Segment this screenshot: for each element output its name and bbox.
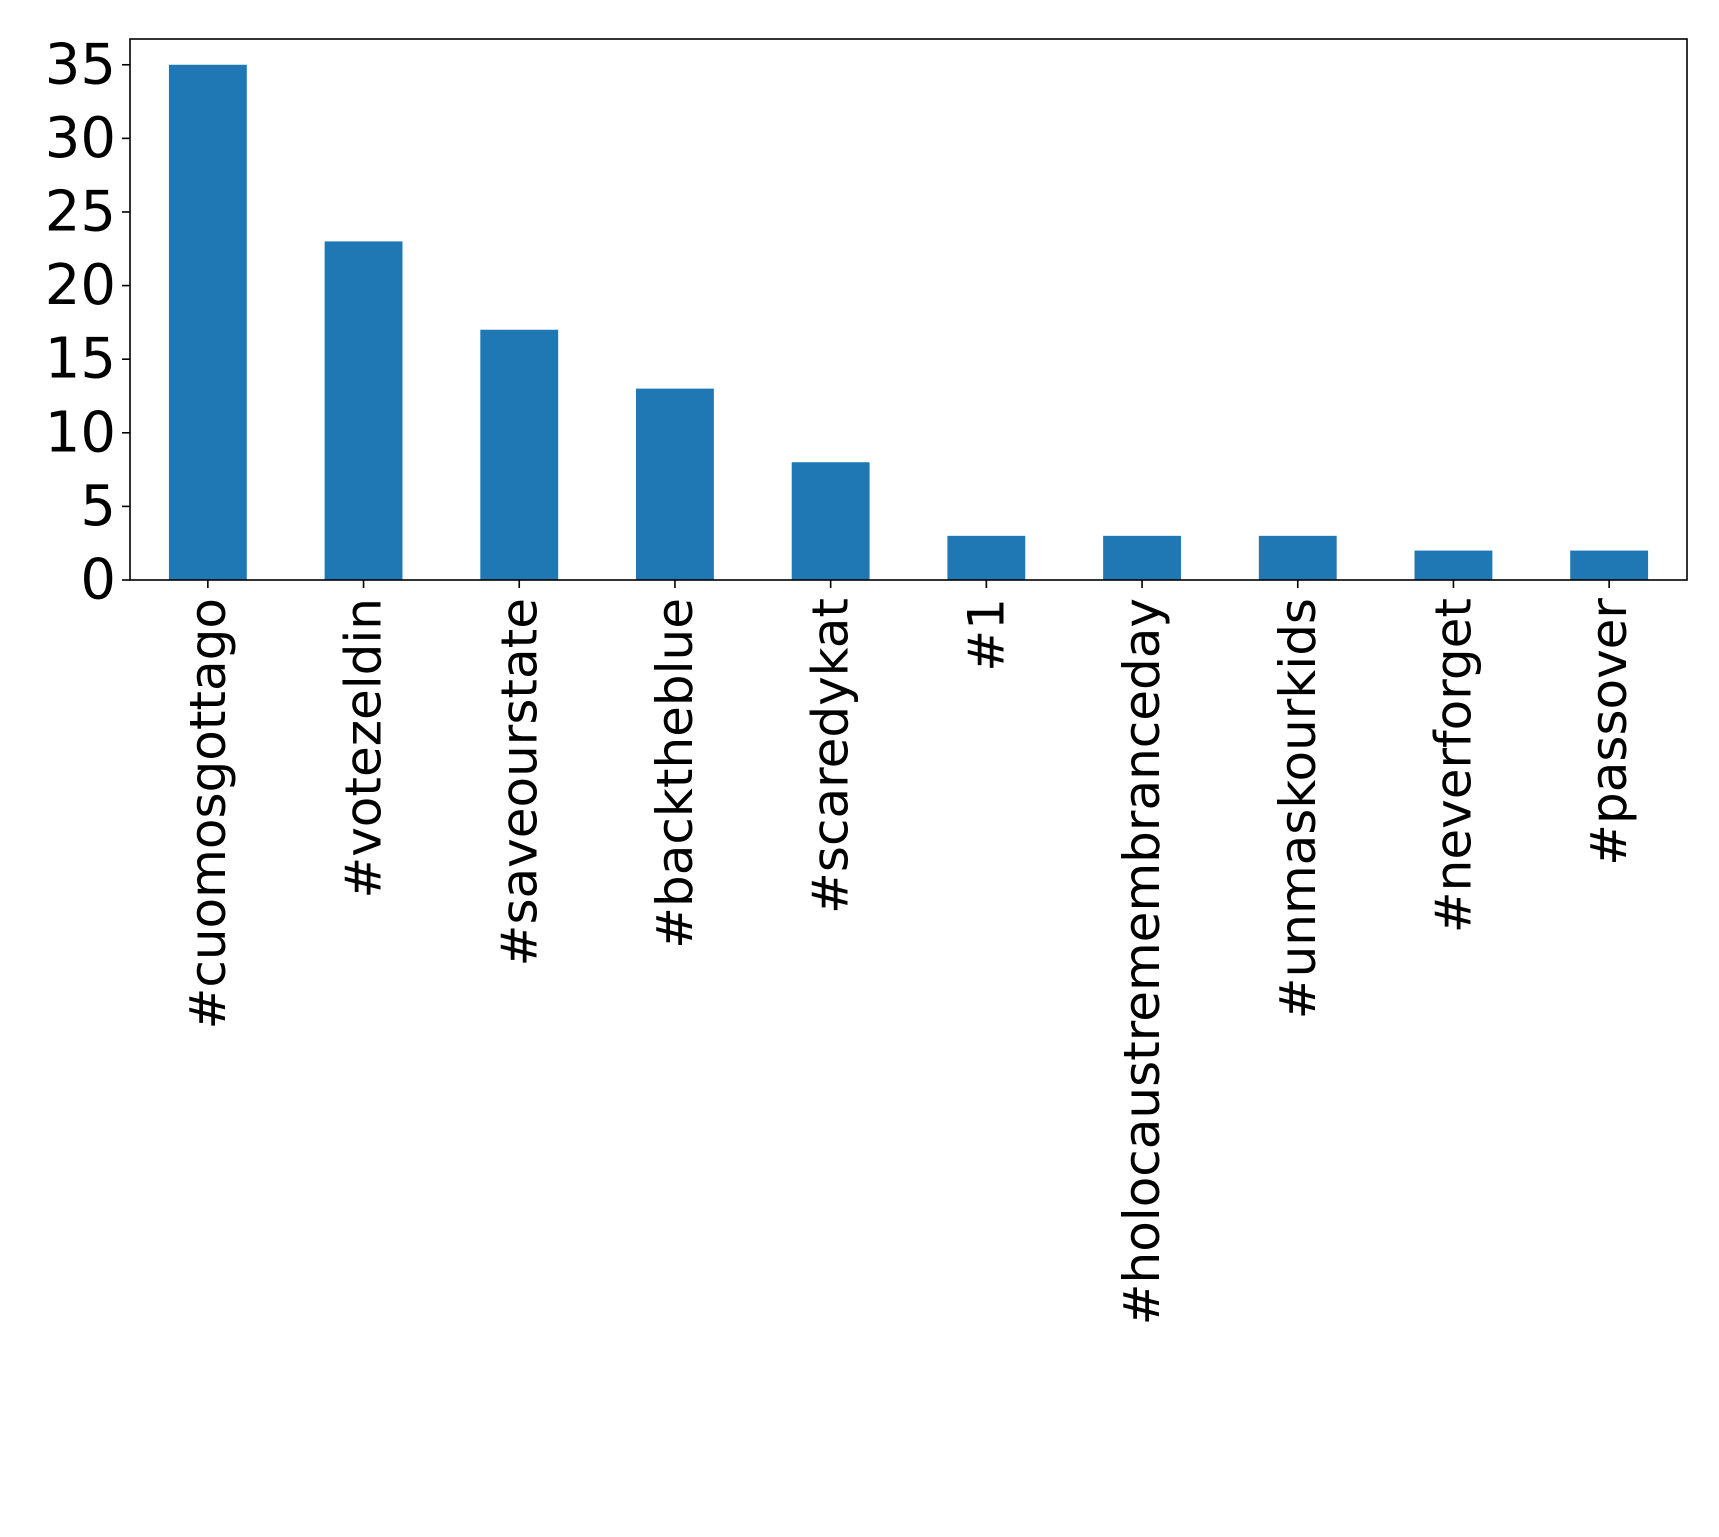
x-tick-label: #neverforget bbox=[1424, 598, 1482, 933]
bar bbox=[1414, 550, 1493, 580]
y-tick-label: 35 bbox=[45, 32, 116, 97]
bar bbox=[324, 241, 403, 580]
bar bbox=[1258, 535, 1337, 580]
x-tick-label: #backtheblue bbox=[646, 598, 704, 949]
x-tick-label: #unmaskourkids bbox=[1269, 598, 1327, 1019]
x-tick-label: #saveourstate bbox=[490, 598, 548, 966]
x-tick-label: #passover bbox=[1580, 598, 1638, 866]
bar bbox=[791, 462, 870, 580]
bar bbox=[480, 329, 559, 580]
x-axis: #cuomosgottago #votezeldin #saveourstate #b… bbox=[179, 580, 1638, 1325]
bar-series bbox=[168, 64, 1649, 580]
y-tick-label: 0 bbox=[80, 548, 116, 613]
y-tick-label: 5 bbox=[80, 474, 116, 539]
x-tick-label: #scaredykat bbox=[802, 598, 860, 914]
y-axis: 0 5 10 15 20 25 30 35 bbox=[45, 32, 130, 613]
x-tick-label: #holocaustremembranceday bbox=[1113, 598, 1171, 1325]
y-tick-label: 20 bbox=[45, 253, 116, 318]
bar bbox=[1103, 535, 1181, 580]
y-tick-label: 25 bbox=[45, 179, 116, 244]
bar bbox=[1570, 550, 1649, 580]
bar bbox=[168, 64, 247, 580]
bar bbox=[947, 535, 1026, 580]
y-tick-label: 15 bbox=[45, 327, 116, 392]
x-tick-label: #1 bbox=[957, 598, 1015, 672]
plot-frame bbox=[129, 38, 1688, 581]
bar bbox=[636, 388, 714, 580]
x-tick-label: #cuomosgottago bbox=[179, 598, 237, 1030]
x-tick-label: #votezeldin bbox=[335, 598, 393, 899]
y-tick-label: 30 bbox=[45, 106, 116, 171]
y-tick-label: 10 bbox=[45, 400, 116, 465]
